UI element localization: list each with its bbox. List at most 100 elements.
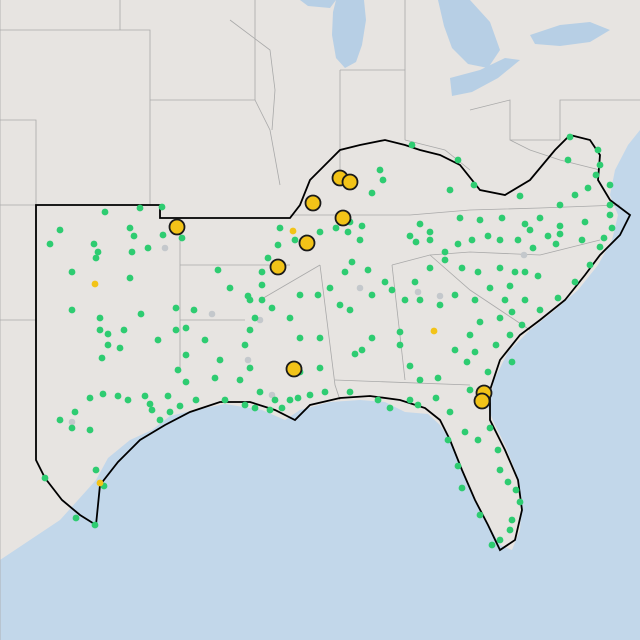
- green-marker[interactable]: [291, 236, 299, 244]
- green-marker[interactable]: [130, 232, 138, 240]
- green-marker[interactable]: [451, 346, 459, 354]
- green-marker[interactable]: [508, 516, 516, 524]
- green-marker[interactable]: [381, 278, 389, 286]
- green-marker[interactable]: [258, 281, 266, 289]
- green-marker[interactable]: [144, 244, 152, 252]
- green-marker[interactable]: [90, 240, 98, 248]
- green-marker[interactable]: [496, 536, 504, 544]
- green-marker[interactable]: [251, 404, 259, 412]
- green-marker[interactable]: [146, 400, 154, 408]
- green-marker[interactable]: [606, 181, 614, 189]
- green-marker[interactable]: [178, 234, 186, 242]
- green-marker[interactable]: [141, 392, 149, 400]
- green-marker[interactable]: [41, 474, 49, 482]
- gray-marker[interactable]: [208, 310, 216, 318]
- green-marker[interactable]: [544, 232, 552, 240]
- green-marker[interactable]: [351, 350, 359, 358]
- green-marker[interactable]: [406, 362, 414, 370]
- green-marker[interactable]: [414, 401, 422, 409]
- small-yellow-marker[interactable]: [430, 327, 438, 335]
- green-marker[interactable]: [578, 236, 586, 244]
- green-marker[interactable]: [584, 184, 592, 192]
- green-marker[interactable]: [96, 326, 104, 334]
- green-marker[interactable]: [466, 386, 474, 394]
- green-marker[interactable]: [416, 220, 424, 228]
- green-marker[interactable]: [471, 348, 479, 356]
- green-marker[interactable]: [564, 156, 572, 164]
- green-marker[interactable]: [586, 261, 594, 269]
- green-marker[interactable]: [434, 374, 442, 382]
- green-marker[interactable]: [432, 394, 440, 402]
- green-marker[interactable]: [86, 394, 94, 402]
- green-marker[interactable]: [96, 314, 104, 322]
- green-marker[interactable]: [264, 254, 272, 262]
- green-marker[interactable]: [514, 236, 522, 244]
- green-marker[interactable]: [182, 351, 190, 359]
- green-marker[interactable]: [306, 391, 314, 399]
- green-marker[interactable]: [529, 244, 537, 252]
- gray-marker[interactable]: [520, 251, 528, 259]
- green-marker[interactable]: [456, 214, 464, 222]
- green-marker[interactable]: [276, 224, 284, 232]
- green-marker[interactable]: [511, 268, 519, 276]
- green-marker[interactable]: [379, 176, 387, 184]
- green-marker[interactable]: [486, 424, 494, 432]
- green-marker[interactable]: [256, 388, 264, 396]
- green-marker[interactable]: [114, 392, 122, 400]
- green-marker[interactable]: [501, 296, 509, 304]
- green-marker[interactable]: [412, 238, 420, 246]
- green-marker[interactable]: [201, 336, 209, 344]
- green-marker[interactable]: [216, 356, 224, 364]
- green-marker[interactable]: [526, 226, 534, 234]
- green-marker[interactable]: [516, 192, 524, 200]
- green-marker[interactable]: [72, 514, 80, 522]
- green-marker[interactable]: [104, 330, 112, 338]
- green-marker[interactable]: [566, 133, 574, 141]
- green-marker[interactable]: [268, 304, 276, 312]
- green-marker[interactable]: [446, 186, 454, 194]
- green-marker[interactable]: [211, 374, 219, 382]
- green-marker[interactable]: [506, 282, 514, 290]
- gray-marker[interactable]: [356, 284, 364, 292]
- green-marker[interactable]: [344, 228, 352, 236]
- green-marker[interactable]: [446, 408, 454, 416]
- green-marker[interactable]: [461, 428, 469, 436]
- green-marker[interactable]: [182, 378, 190, 386]
- green-marker[interactable]: [368, 334, 376, 342]
- large-yellow-marker[interactable]: [473, 392, 491, 410]
- small-yellow-marker[interactable]: [289, 227, 297, 235]
- green-marker[interactable]: [92, 254, 100, 262]
- green-marker[interactable]: [492, 341, 500, 349]
- large-yellow-marker[interactable]: [334, 209, 352, 227]
- green-marker[interactable]: [476, 216, 484, 224]
- green-marker[interactable]: [174, 366, 182, 374]
- green-marker[interactable]: [98, 354, 106, 362]
- green-marker[interactable]: [94, 248, 102, 256]
- green-marker[interactable]: [99, 390, 107, 398]
- large-yellow-marker[interactable]: [168, 218, 186, 236]
- green-marker[interactable]: [46, 240, 54, 248]
- green-marker[interactable]: [274, 241, 282, 249]
- green-marker[interactable]: [596, 161, 604, 169]
- green-marker[interactable]: [172, 304, 180, 312]
- green-marker[interactable]: [341, 268, 349, 276]
- green-marker[interactable]: [468, 236, 476, 244]
- green-marker[interactable]: [92, 466, 100, 474]
- green-marker[interactable]: [441, 248, 449, 256]
- green-marker[interactable]: [271, 396, 279, 404]
- green-marker[interactable]: [471, 296, 479, 304]
- green-marker[interactable]: [246, 364, 254, 372]
- green-marker[interactable]: [246, 326, 254, 334]
- green-marker[interactable]: [512, 486, 520, 494]
- green-marker[interactable]: [336, 301, 344, 309]
- green-marker[interactable]: [148, 406, 156, 414]
- green-marker[interactable]: [416, 376, 424, 384]
- green-marker[interactable]: [606, 211, 614, 219]
- green-marker[interactable]: [358, 346, 366, 354]
- green-marker[interactable]: [214, 266, 222, 274]
- green-marker[interactable]: [470, 181, 478, 189]
- green-marker[interactable]: [86, 426, 94, 434]
- green-marker[interactable]: [488, 541, 496, 549]
- green-marker[interactable]: [396, 328, 404, 336]
